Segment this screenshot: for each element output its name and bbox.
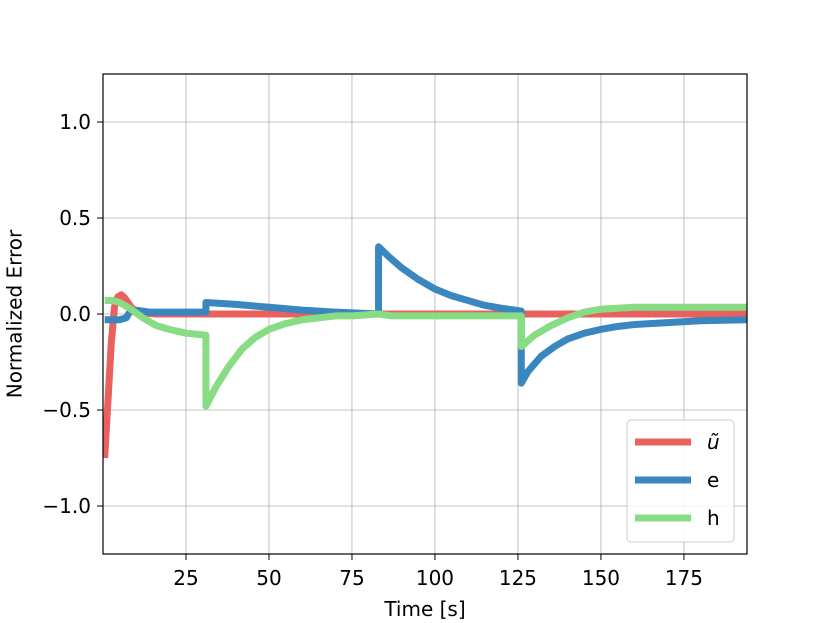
series-line-2 — [104, 243, 747, 387]
x-tick-label: 50 — [256, 566, 281, 590]
legend-label: e — [707, 468, 719, 492]
series-layer — [103, 243, 747, 459]
legend: ũeh — [626, 419, 735, 543]
x-tick-label: 175 — [665, 566, 703, 590]
x-tick-label: 125 — [499, 566, 537, 590]
axis-ticks: 25 50 75 100 125 150 175 1.0 0.5 0.0 −0.5 −1.0 — [42, 110, 703, 590]
series-line-3 — [104, 297, 747, 410]
legend-label: ũ — [707, 430, 720, 454]
x-tick-label: 25 — [173, 566, 198, 590]
y-tick-label: 0.5 — [59, 206, 91, 230]
y-tick-label: 1.0 — [59, 110, 91, 134]
legend-label: h — [707, 506, 720, 530]
x-tick-label: 150 — [582, 566, 620, 590]
x-tick-label: 100 — [416, 566, 454, 590]
x-tick-label: 75 — [339, 566, 364, 590]
y-tick-label: −0.5 — [42, 398, 91, 422]
x-axis-label: Time [s] — [383, 597, 465, 621]
y-tick-label: −1.0 — [42, 494, 91, 518]
y-tick-label: 0.0 — [59, 302, 91, 326]
y-axis-label: Normalized Error — [3, 229, 27, 398]
